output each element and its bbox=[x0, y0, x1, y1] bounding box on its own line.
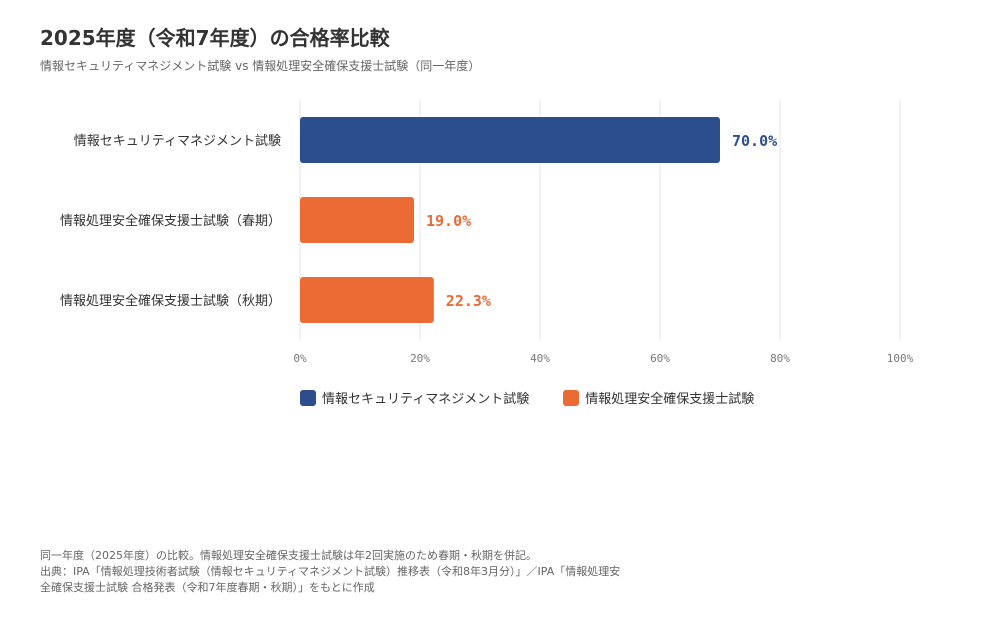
value-label: 22.3% bbox=[446, 292, 491, 310]
legend-swatch bbox=[563, 389, 580, 406]
bar-chart: 0% 20% 40% 60% 80% 100% 情報セキュリティマネジメント試験 70.0% 情… bbox=[60, 100, 914, 365]
bar bbox=[300, 277, 434, 323]
bar bbox=[300, 117, 720, 163]
x-tick-label: 20% bbox=[410, 352, 430, 365]
legend-swatch bbox=[300, 389, 316, 406]
value-label: 19.0% bbox=[426, 212, 471, 230]
legend-item-security-management: 情報セキュリティマネジメント試験 bbox=[300, 388, 529, 407]
bar bbox=[300, 197, 414, 243]
legend-label: 情報セキュリティマネジメント試験 bbox=[322, 392, 530, 407]
chart-subtitle: 情報セキュリティマネジメント試験 vs 情報処理安全確保支援士試験（同一年度） bbox=[40, 59, 481, 73]
legend-label: 情報処理安全確保支援士試験 bbox=[585, 392, 755, 407]
chart-legend: 情報セキュリティマネジメント試験 情報処理安全確保支援士試験 bbox=[300, 388, 754, 407]
legend-item-registered-specialist: 情報処理安全確保支援士試験 bbox=[563, 388, 754, 407]
footnote-line: 出典：IPA「情報処理技術者試験（情報セキュリティマネジメント試験）推移表（令和… bbox=[40, 565, 621, 578]
footnote-line: 全確保支援士試験 合格発表（令和7年度春期・秋期）」をもとに作成 bbox=[40, 581, 375, 594]
category-label: 情報処理安全確保支援士試験（春期） bbox=[60, 213, 281, 229]
category-label: 情報処理安全確保支援士試験（秋期） bbox=[60, 293, 281, 309]
x-tick-label: 0% bbox=[293, 352, 307, 365]
x-tick-label: 40% bbox=[530, 352, 550, 365]
value-label: 70.0% bbox=[732, 132, 777, 150]
x-tick-label: 80% bbox=[770, 352, 790, 365]
chart-title: 2025年度（令和7年度）の合格率比較 bbox=[40, 26, 390, 50]
category-label: 情報セキュリティマネジメント試験 bbox=[74, 133, 281, 149]
footnote-line: 同一年度（2025年度）の比較。情報処理安全確保支援士試験は年2回実施のため春期… bbox=[40, 549, 537, 562]
chart-footnote: 同一年度（2025年度）の比較。情報処理安全確保支援士試験は年2回実施のため春期… bbox=[40, 548, 740, 596]
x-tick-label: 60% bbox=[650, 352, 670, 365]
x-tick-label: 100% bbox=[887, 352, 914, 365]
